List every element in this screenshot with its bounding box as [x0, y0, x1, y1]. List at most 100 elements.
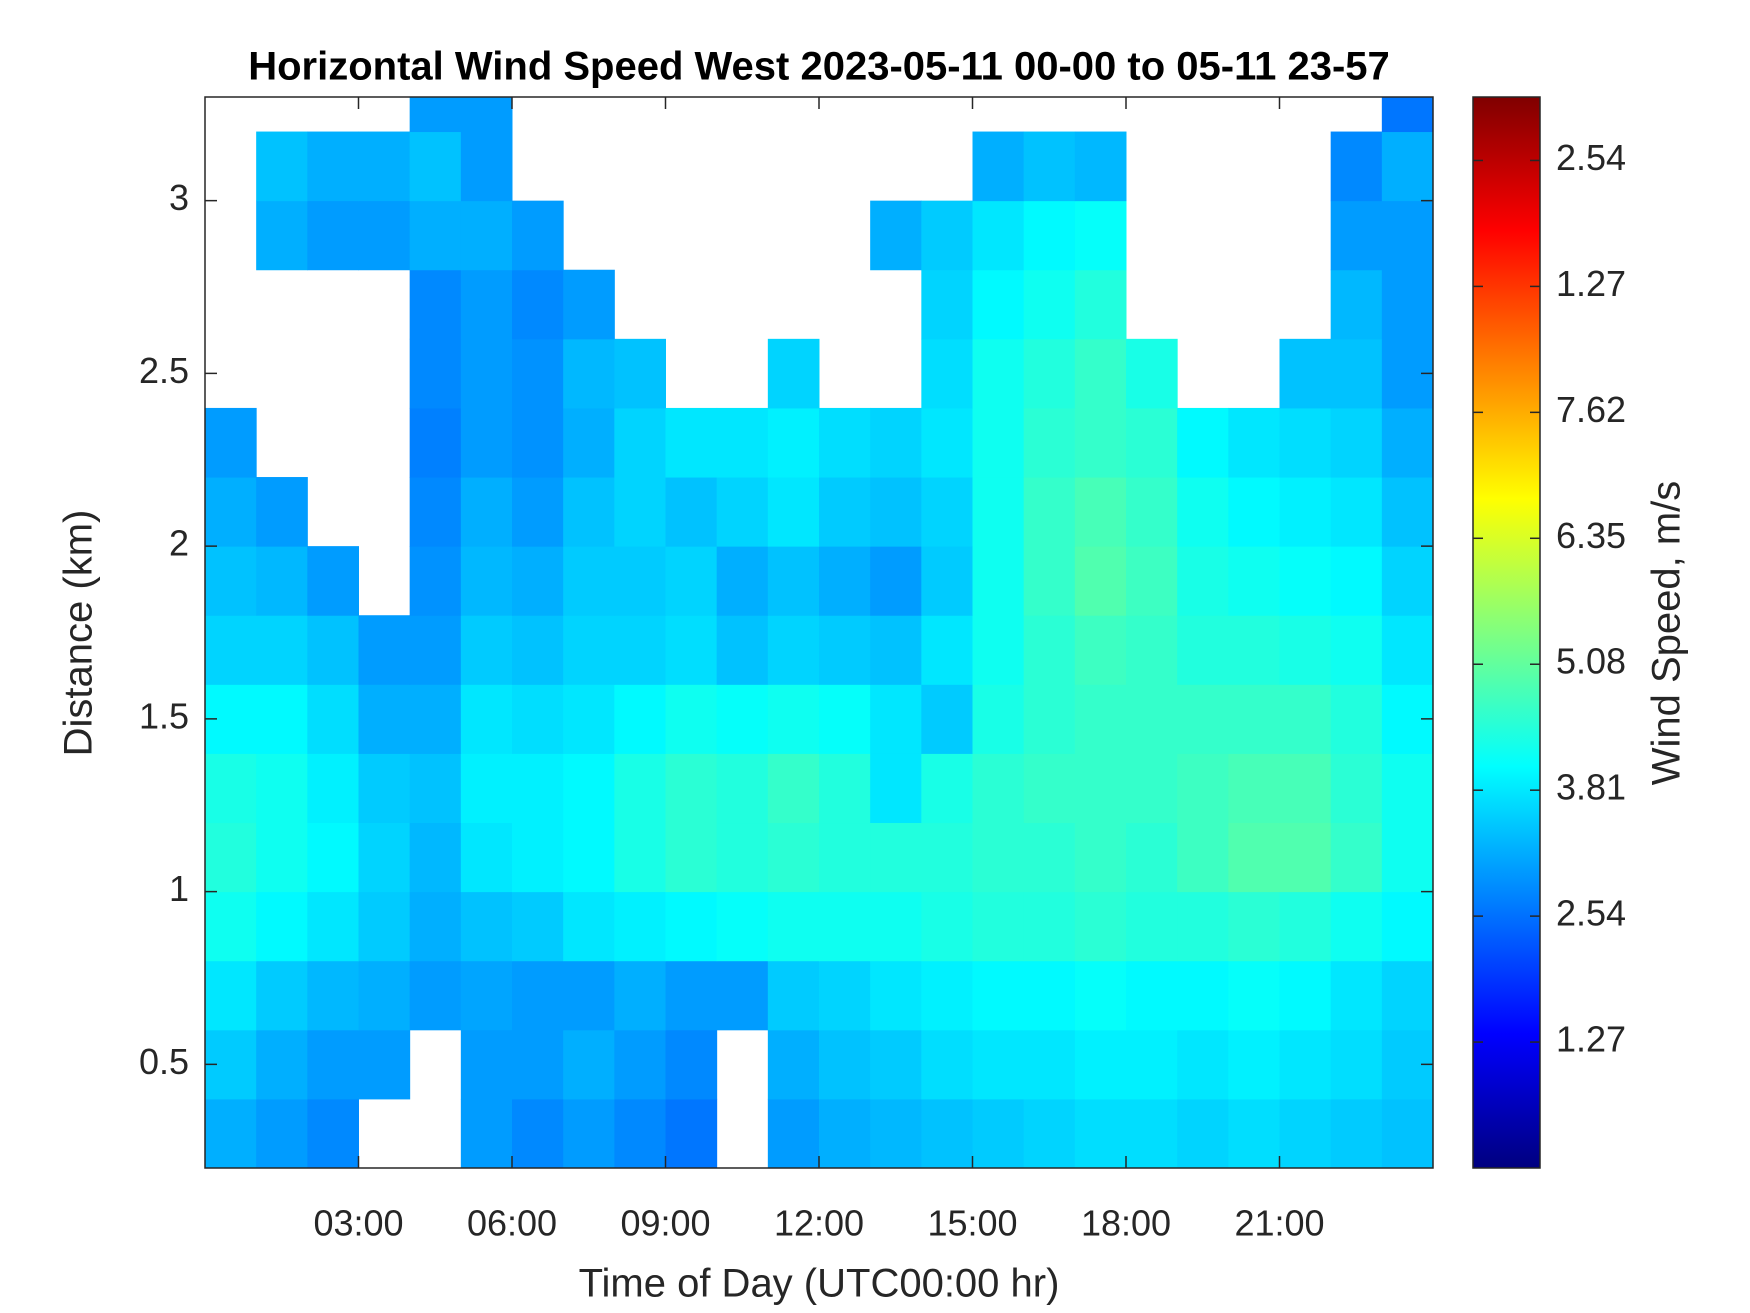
heatmap-cell — [614, 1029, 666, 1100]
heatmap-cell — [870, 407, 922, 478]
heatmap-cell — [819, 477, 871, 547]
heatmap-cell — [563, 1029, 615, 1100]
heatmap-cell — [1126, 615, 1178, 685]
heatmap-cell — [819, 407, 871, 478]
heatmap-cell — [460, 269, 513, 340]
heatmap-cell — [819, 546, 871, 616]
heatmap-cell — [1330, 615, 1383, 685]
heatmap-cell — [870, 1029, 922, 1100]
heatmap-cell — [512, 753, 564, 824]
heatmap-cell — [1381, 753, 1433, 824]
heatmap-cell — [1381, 960, 1433, 1031]
x-tick-label: 21:00 — [1234, 1203, 1324, 1244]
heatmap-cell — [256, 615, 308, 685]
heatmap-cell — [1126, 338, 1178, 409]
heatmap-cell — [1074, 407, 1127, 478]
heatmap-cell — [256, 546, 308, 616]
heatmap-cell — [1228, 546, 1280, 616]
heatmap-cell — [614, 1098, 666, 1168]
heatmap-cell — [1126, 960, 1178, 1031]
heatmap-cell — [256, 684, 308, 754]
heatmap-cell — [409, 131, 462, 202]
y-tick-label: 2.5 — [139, 350, 189, 391]
heatmap-cell — [409, 753, 462, 824]
heatmap-cell — [460, 477, 513, 547]
heatmap-cell — [460, 407, 513, 478]
heatmap-cell — [614, 753, 666, 824]
heatmap-cell — [1381, 1098, 1433, 1168]
heatmap-cell — [1177, 753, 1229, 824]
heatmap-cell — [1330, 684, 1383, 754]
heatmap-cell — [256, 891, 308, 962]
heatmap-cell — [563, 615, 615, 685]
heatmap-cell — [307, 1098, 359, 1168]
heatmap-cell — [972, 1098, 1025, 1168]
heatmap-cell — [614, 407, 666, 478]
heatmap-cell — [205, 1098, 257, 1168]
heatmap-cell — [870, 477, 922, 547]
heatmap-cell — [1330, 477, 1383, 547]
heatmap-cell — [563, 477, 615, 547]
heatmap-cell — [1126, 407, 1178, 478]
x-tick-label: 15:00 — [927, 1203, 1017, 1244]
heatmap-cell — [460, 338, 513, 409]
heatmap-cell — [1126, 477, 1178, 547]
heatmap-cell — [1023, 960, 1076, 1031]
heatmap-cell — [1126, 822, 1178, 893]
heatmap-cell — [1330, 407, 1383, 478]
heatmap-cell — [1023, 338, 1076, 409]
y-axis-label: Distance (km) — [57, 510, 101, 757]
heatmap-cell — [665, 477, 718, 547]
heatmap-cell — [512, 477, 564, 547]
heatmap-cell — [205, 891, 257, 962]
heatmap-cell — [870, 684, 922, 754]
heatmap-cell — [1228, 960, 1280, 1031]
heatmap-cell — [460, 1029, 513, 1100]
heatmap-cell — [1330, 822, 1383, 893]
heatmap-cell — [409, 615, 462, 685]
heatmap-cell — [512, 684, 564, 754]
heatmap-cell — [716, 891, 769, 962]
heatmap-cell — [205, 960, 257, 1031]
heatmap-cell — [1177, 822, 1229, 893]
heatmap-cell — [1126, 753, 1178, 824]
heatmap-cell — [1074, 753, 1127, 824]
heatmap-cell — [921, 1029, 973, 1100]
heatmap-cell — [409, 200, 462, 271]
heatmap-cell — [716, 546, 769, 616]
heatmap-cell — [1177, 960, 1229, 1031]
heatmap-cell — [563, 338, 615, 409]
heatmap-cell — [1228, 822, 1280, 893]
heatmap-cell — [1023, 822, 1076, 893]
heatmap-cell — [921, 1098, 973, 1168]
heatmap-cell — [307, 131, 359, 202]
heatmap-cell — [1279, 615, 1332, 685]
heatmap-cell — [767, 891, 820, 962]
heatmap-cell — [1023, 407, 1076, 478]
heatmap-cell — [1074, 269, 1127, 340]
heatmap-cell — [870, 822, 922, 893]
heatmap-cell — [665, 1098, 718, 1168]
heatmap-cell — [1177, 407, 1229, 478]
heatmap-cell — [563, 684, 615, 754]
heatmap-cell — [1074, 546, 1127, 616]
heatmap-cell — [1228, 891, 1280, 962]
heatmap-cell — [665, 1029, 718, 1100]
heatmap-cell — [819, 1098, 871, 1168]
colorbar — [1472, 96, 1541, 1169]
heatmap-cell — [870, 753, 922, 824]
heatmap-cell — [1381, 822, 1433, 893]
heatmap-cell — [665, 753, 718, 824]
heatmap-cell — [307, 891, 359, 962]
heatmap-cell — [1074, 200, 1127, 271]
colorbar-tick-label: 6.35 — [1556, 515, 1626, 556]
heatmap-cell — [767, 684, 820, 754]
heatmap-cell — [409, 97, 462, 133]
heatmap-cell — [460, 131, 513, 202]
heatmap-cell — [1228, 1098, 1280, 1168]
y-tick-label: 1 — [169, 868, 189, 909]
y-tick-label: 3 — [169, 177, 189, 218]
heatmap-cell — [767, 753, 820, 824]
heatmap-cell — [972, 615, 1025, 685]
heatmap-cell — [256, 753, 308, 824]
